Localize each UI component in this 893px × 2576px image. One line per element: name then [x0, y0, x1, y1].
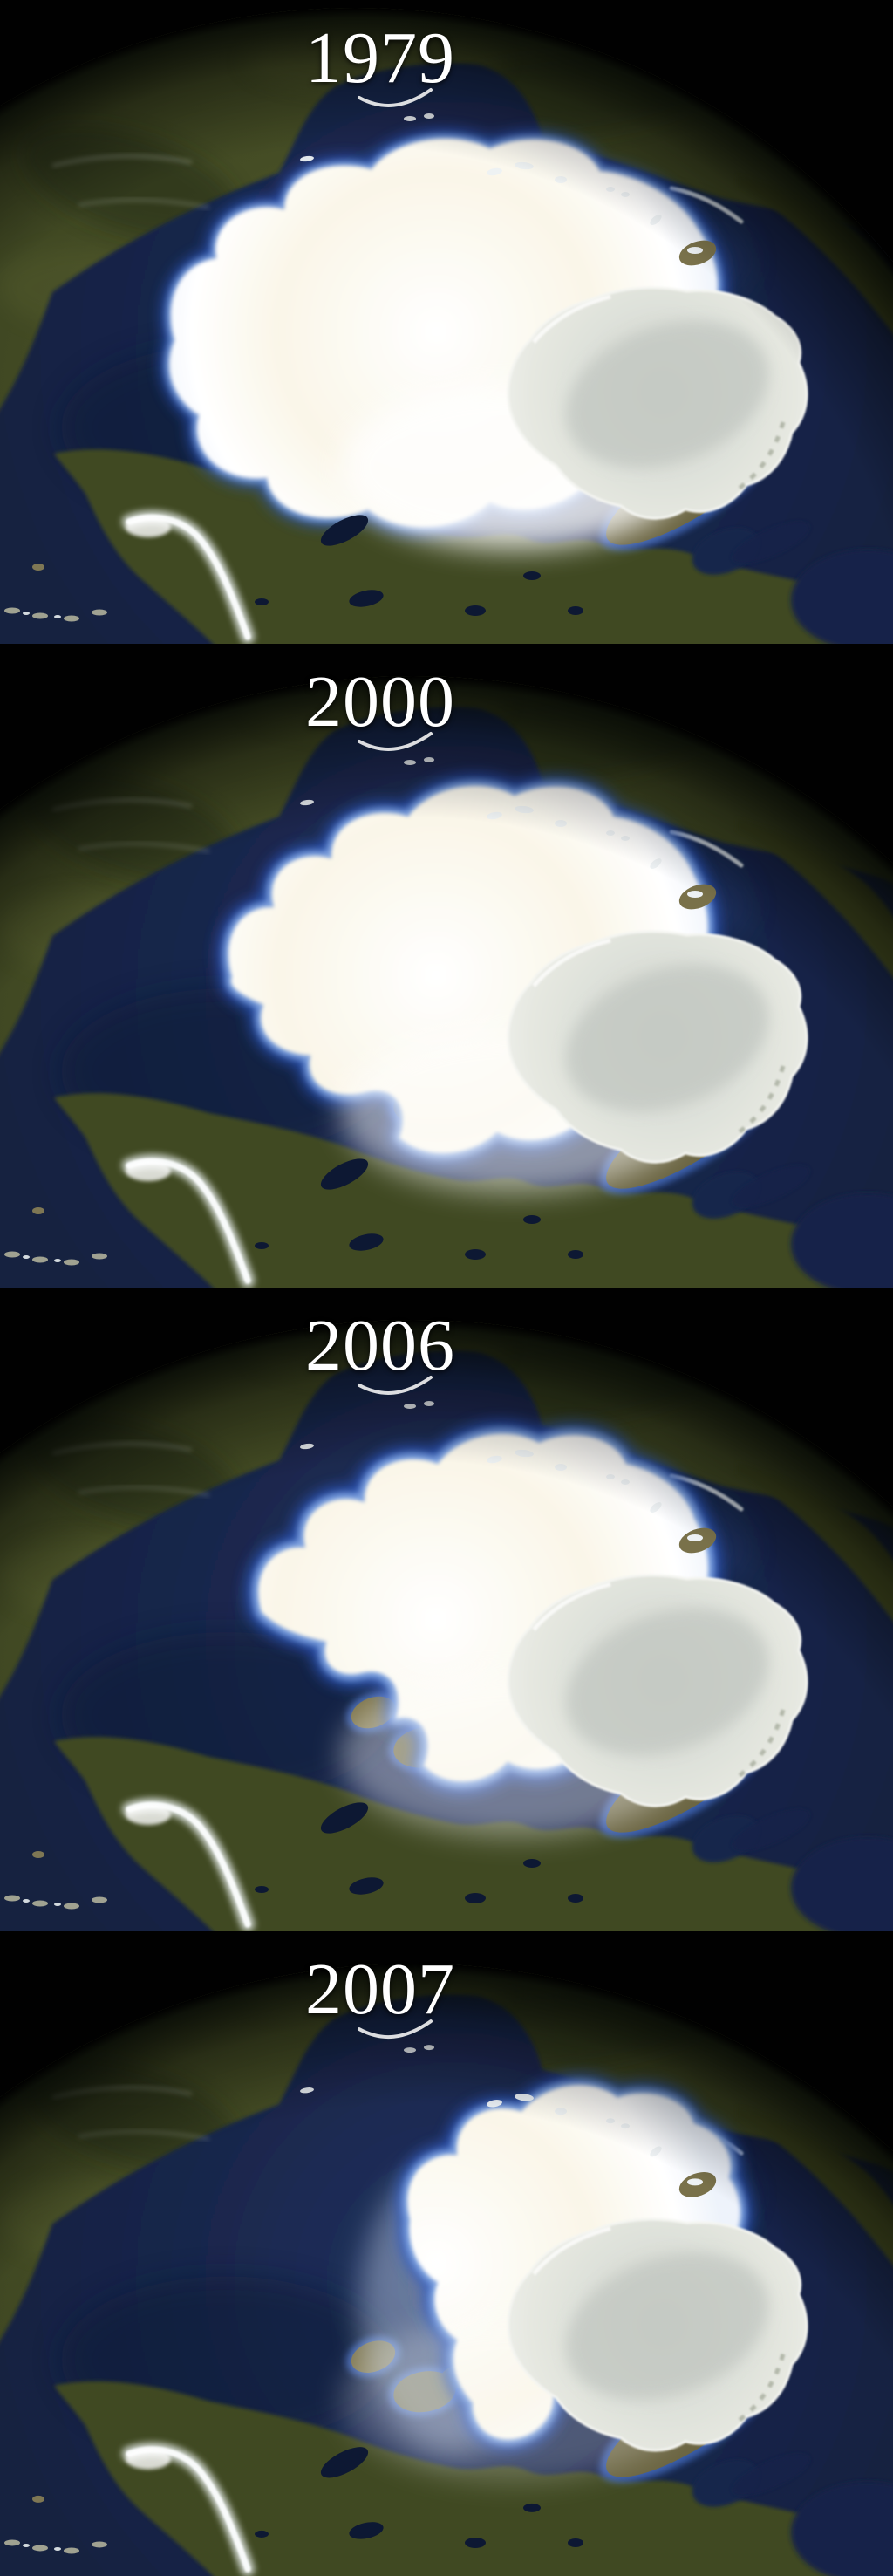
- label-flourish: [358, 732, 433, 751]
- globe: [0, 676, 893, 1288]
- satellite-scene-2007: 2007: [0, 1931, 893, 2576]
- label-flourish: [358, 2019, 433, 2040]
- globe: [0, 1320, 893, 1931]
- label-flourish: [358, 88, 433, 107]
- satellite-frame-2000: 2000: [0, 644, 893, 1288]
- globe: [0, 1964, 893, 2576]
- label-flourish: [358, 1376, 433, 1395]
- satellite-frame-2007: 2007: [0, 1931, 893, 2576]
- satellite-scene-2006: 2006: [0, 1288, 893, 1931]
- satellite-scene-1979: 1979: [0, 0, 893, 644]
- limb-shading: [0, 1964, 893, 2576]
- satellite-frame-2006: 2006: [0, 1288, 893, 1931]
- satellite-scene-2000: 2000: [0, 644, 893, 1288]
- year-label: 2006: [305, 1305, 455, 1386]
- globe: [0, 8, 893, 644]
- limb-shading: [0, 676, 893, 1288]
- year-label: 2007: [305, 1949, 455, 2030]
- satellite-frame-1979: 1979: [0, 0, 893, 644]
- limb-shading: [0, 1320, 893, 1931]
- year-label: 1979: [305, 17, 455, 99]
- year-label: 2000: [305, 661, 455, 742]
